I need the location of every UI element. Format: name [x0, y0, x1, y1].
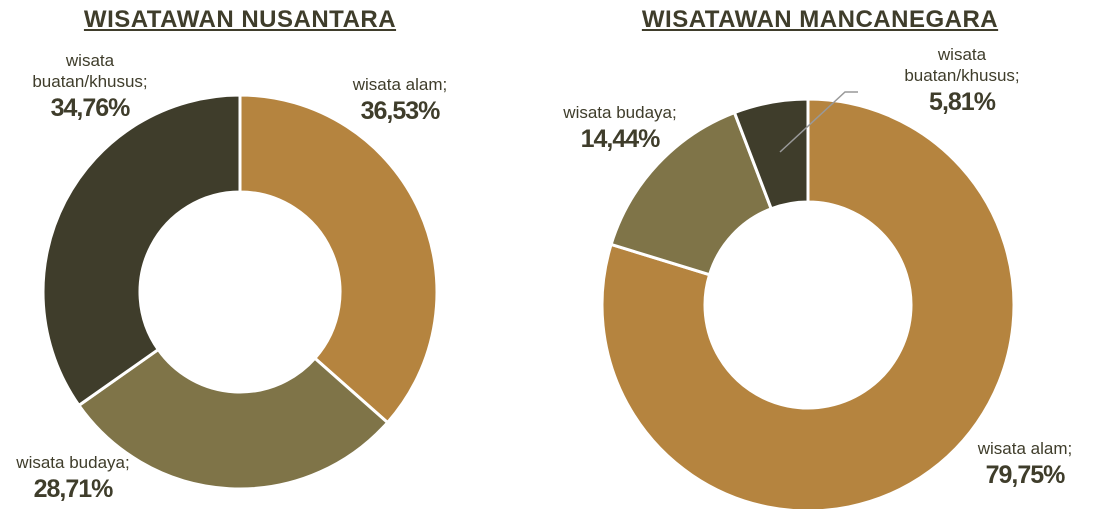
donut-slice — [238, 93, 439, 425]
slice-label: wisata buatan/khusus; 5,81% — [882, 44, 1042, 118]
chart-title: WISATAWAN MANCANEGARA — [641, 6, 999, 33]
donut-slice — [76, 347, 390, 491]
value-label: 14,44% — [580, 125, 661, 153]
category-label: wisata budaya; — [16, 453, 130, 472]
chart-title: WISATAWAN NUSANTARA — [83, 6, 397, 33]
value-label: 28,71% — [33, 475, 114, 503]
donut-slice — [732, 97, 810, 211]
slice-label: wisata alam; 36,53% — [320, 74, 480, 127]
category-label: wisata alam; — [977, 439, 1073, 458]
category-label: wisata buatan/khusus; — [32, 51, 148, 91]
donut-slice — [41, 93, 242, 408]
slice-label: wisata alam; 79,75% — [945, 438, 1094, 491]
slice-label: wisata budaya; 28,71% — [0, 452, 153, 505]
category-label: wisata budaya; — [563, 103, 677, 122]
category-label: wisata alam; — [352, 75, 448, 94]
category-label: wisata buatan/khusus; — [904, 45, 1020, 85]
slice-label: wisata buatan/khusus; 34,76% — [20, 50, 160, 124]
value-label: 5,81% — [929, 88, 996, 116]
donut-slice — [600, 97, 1016, 509]
leader-line — [779, 91, 858, 153]
slice-label: wisata budaya; 14,44% — [540, 102, 700, 155]
value-label: 79,75% — [985, 461, 1066, 489]
value-label: 36,53% — [360, 97, 441, 125]
value-label: 34,76% — [50, 94, 131, 122]
